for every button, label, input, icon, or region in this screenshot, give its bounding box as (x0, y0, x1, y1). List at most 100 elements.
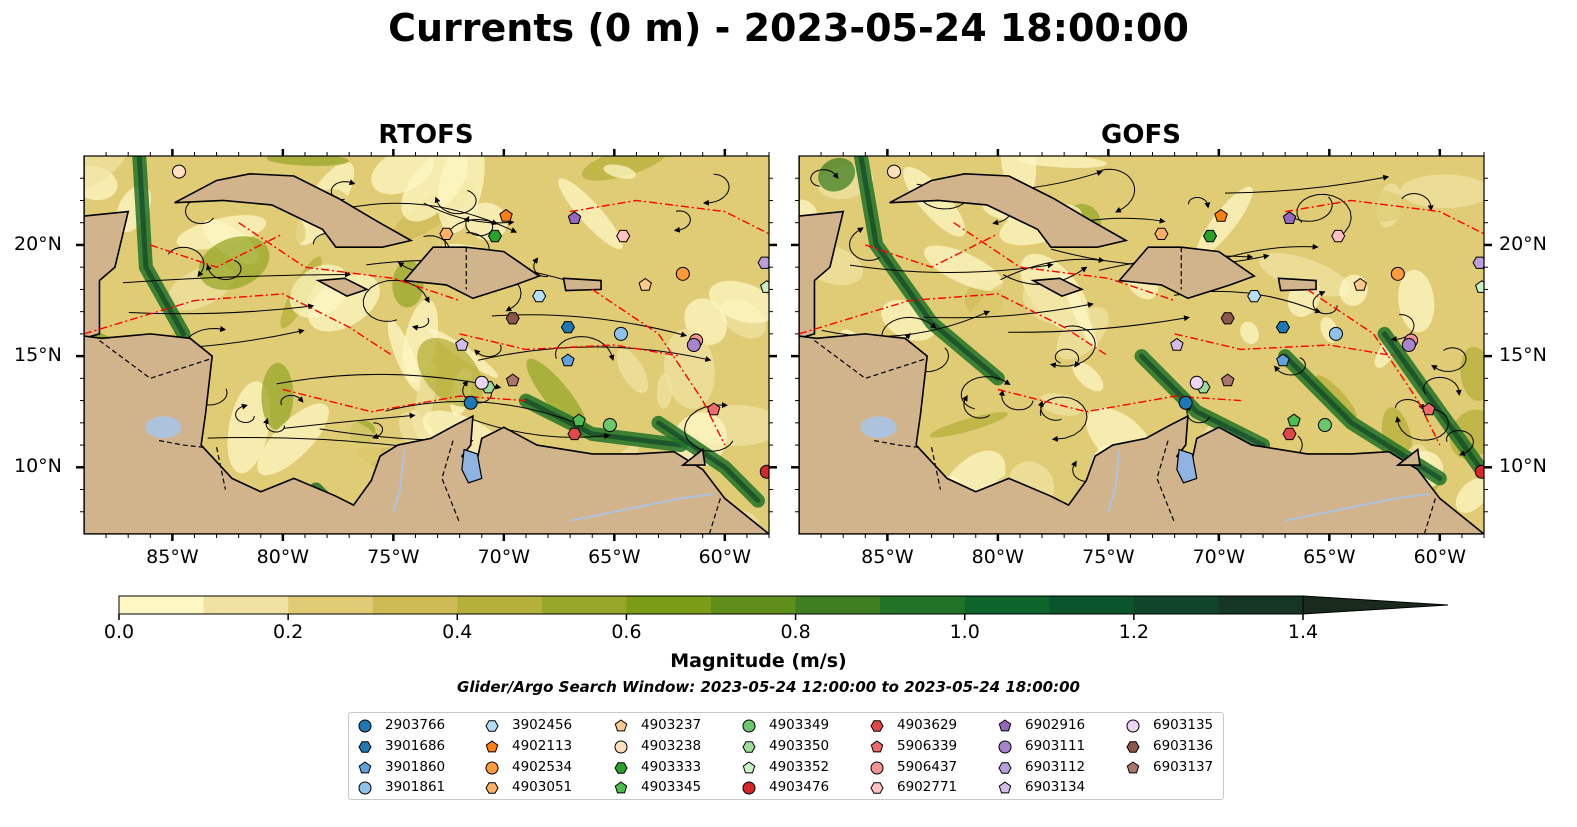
legend-label: 2903766 (385, 717, 446, 733)
lon-tick-label: 70°W (1192, 546, 1246, 568)
streamline (1401, 193, 1434, 212)
streamline (923, 301, 1094, 319)
lake-nicaragua (145, 416, 182, 439)
speed-patch (1240, 321, 1259, 345)
float-marker-4903345 (1287, 413, 1301, 427)
float-marker-6902771 (616, 229, 631, 243)
eez-boundary (953, 222, 1175, 302)
legend-marker-hexagon-icon (485, 782, 499, 795)
speed-patch (401, 156, 468, 222)
float-marker-3901860 (561, 353, 575, 367)
float-marker-3901860 (1276, 353, 1290, 367)
lat-tick-label-right: 15°N (1499, 344, 1547, 367)
legend-marker-hexagon-icon (742, 741, 756, 753)
colorbar (118, 595, 1449, 620)
speed-patch (357, 321, 390, 359)
legend-marker-hexagon-icon (358, 741, 372, 753)
speed-patch (581, 156, 669, 181)
float-marker-3901686 (1275, 321, 1290, 334)
colorbar-bin (541, 596, 627, 614)
land-puertorico (562, 277, 602, 292)
colorbar-tick-label: 1.4 (1287, 621, 1319, 643)
land-cuba (889, 172, 1129, 248)
legend-label: 4902113 (512, 737, 573, 754)
colorbar-bin (1049, 596, 1135, 614)
lon-tick-label: 65°W (1303, 546, 1356, 568)
country-border (874, 440, 919, 448)
lat-tick-label-right: 20°N (1499, 232, 1547, 255)
speed-patch (487, 156, 517, 190)
float-marker-4903238 (172, 164, 187, 179)
streamline (1098, 168, 1136, 213)
legend-marker-circle-icon (358, 719, 372, 733)
colorbar-extend-arrow (1302, 595, 1449, 615)
streamline (960, 376, 1011, 410)
float-marker-4903352 (1475, 280, 1484, 293)
jet-core-center (656, 420, 761, 504)
colorbar-bin (372, 596, 458, 614)
jet-core-center (858, 156, 1001, 381)
float-marker-4903333 (1202, 229, 1218, 243)
lon-tick-label: 80°W (971, 546, 1025, 568)
streamline (411, 317, 430, 331)
streamline (1296, 193, 1352, 240)
speed-patch (417, 337, 484, 407)
legend-marker-hexagon-icon (998, 761, 1012, 774)
streamline (474, 344, 502, 358)
map-gofs (791, 149, 1492, 541)
colorbar-tick-label: 1.0 (949, 621, 980, 643)
float-marker-3901861 (1328, 326, 1343, 341)
speed-patch (371, 156, 434, 195)
map-rtofs (76, 149, 777, 541)
streamline (1286, 196, 1333, 222)
float-marker-4902534 (1390, 266, 1405, 281)
speed-patch (261, 362, 294, 430)
float-marker-3902456 (1247, 290, 1262, 303)
streamline (205, 259, 242, 281)
legend-label: 6902771 (897, 779, 958, 796)
eez-boundary (997, 388, 1241, 413)
legend-marker-hexagon-icon (485, 720, 499, 732)
lake-maracaibo (1176, 448, 1198, 484)
legend-marker-pentagon-icon (998, 719, 1012, 732)
lon-tick-label: 70°W (477, 546, 531, 568)
float-marker-6903112 (1472, 256, 1484, 269)
legend-marker-circle-icon (614, 740, 628, 754)
float-marker-4903476 (1474, 464, 1484, 479)
streamline (810, 169, 839, 187)
speed-patch (1056, 307, 1109, 360)
float-marker-6903112 (757, 256, 769, 269)
speed-patch (603, 164, 636, 179)
streamline (1423, 376, 1462, 396)
float-marker-6903111 (686, 338, 701, 352)
streamline (1037, 400, 1062, 421)
speed-patch (708, 280, 769, 324)
colorbar-tick-label: 0.4 (442, 621, 473, 643)
country-border (215, 447, 227, 490)
legend-label: 3901686 (385, 737, 446, 754)
speed-patch (1017, 156, 1107, 168)
colorbar-bin (119, 596, 205, 614)
speed-patch (115, 211, 190, 253)
lon-tick-label: 65°W (588, 546, 641, 568)
float-marker-5906339 (1422, 402, 1436, 416)
colorbar-label: Magnitude (m/s) (670, 650, 847, 672)
lon-tick-label: 60°W (1413, 546, 1467, 568)
legend-marker-hexagon-icon (614, 761, 628, 774)
streamline (1445, 429, 1474, 456)
float-marker-4903051 (1154, 227, 1169, 240)
eez-boundary (591, 288, 726, 446)
float-marker-6903136 (1220, 312, 1235, 325)
lat-tick-label-left: 15°N (14, 344, 62, 367)
lon-tick-label: 85°W (861, 546, 914, 568)
legend-label: 4903237 (641, 717, 702, 733)
legend-marker-hexagon-icon (1126, 741, 1140, 753)
float-marker-6903111 (1401, 338, 1416, 352)
streamline (1188, 197, 1211, 209)
lon-tick-label: 60°W (698, 546, 752, 568)
country-border (1423, 498, 1436, 534)
legend-label: 6903136 (1153, 737, 1214, 754)
legend-label: 3901860 (385, 758, 446, 775)
jet-core-center (1139, 353, 1266, 448)
colorbar-bin (203, 596, 289, 614)
